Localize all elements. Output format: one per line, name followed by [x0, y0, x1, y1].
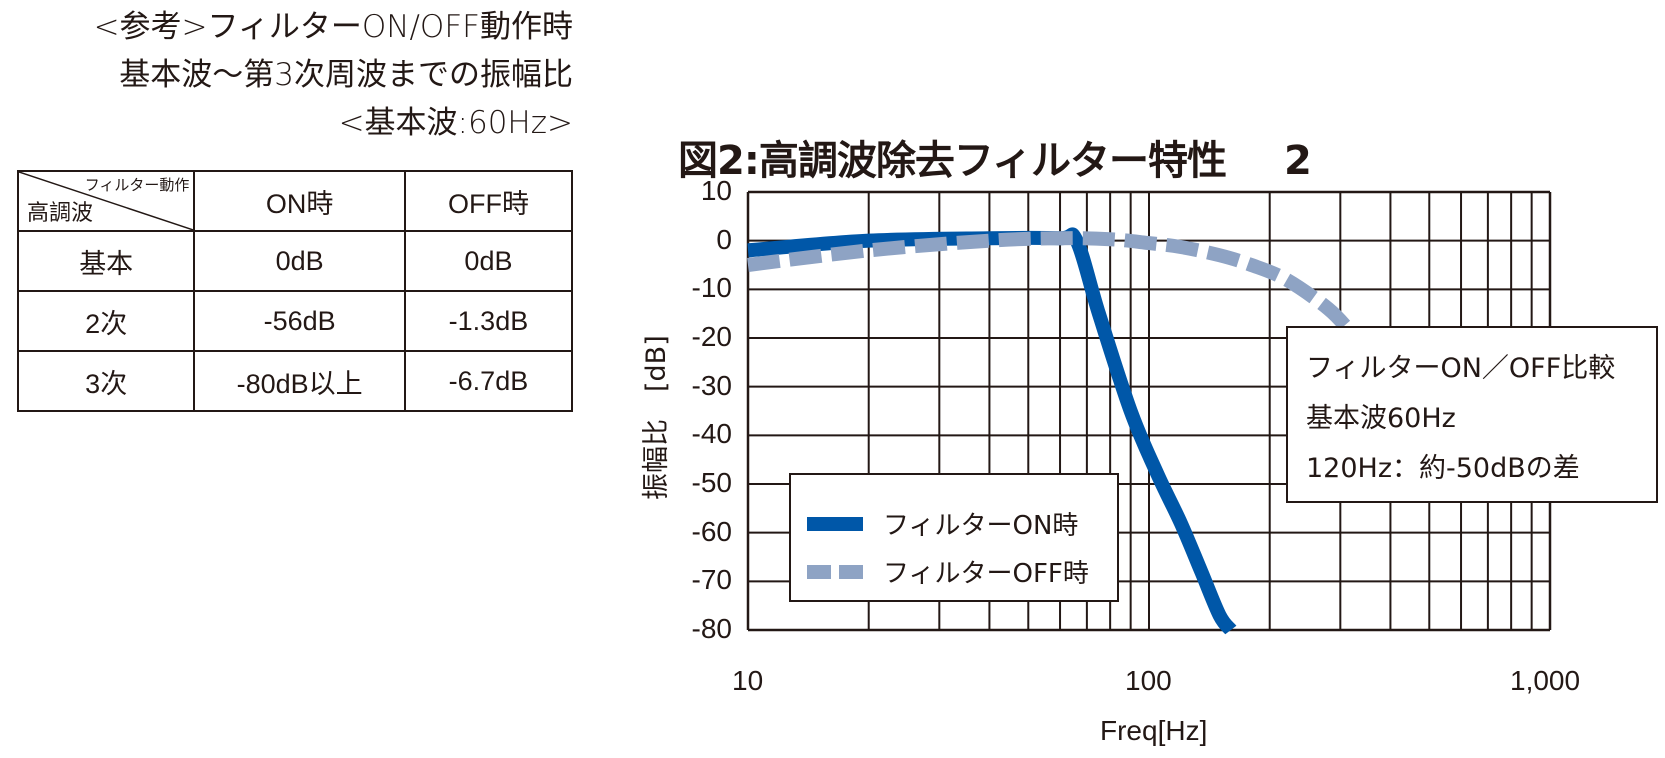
chart-curves — [747, 227, 1357, 635]
y-tick-label: -10 — [691, 272, 732, 304]
x-tick-label: 100 — [1125, 665, 1172, 696]
cell-off: 0dB — [403, 230, 574, 292]
table-row: 3次 -80dB以上 -6.7dB — [16, 350, 574, 412]
y-axis-label-text: 振幅比 [dB] — [641, 335, 672, 500]
comparison-note-box: フィルターON／OFF比較 基本波60Hz 120Hz：約-50dBの差 — [1286, 326, 1658, 503]
reference-title-line3: <基本波:60Hz> — [338, 105, 573, 141]
x-tick-label: 1,000 — [1510, 665, 1581, 696]
chart-title-number: 2 — [1284, 138, 1312, 184]
y-tick-label: -80 — [691, 613, 732, 644]
y-tick-label: -40 — [691, 418, 732, 450]
note-line-1: フィルターON／OFF比較 — [1306, 353, 1616, 384]
y-tick-label: -30 — [691, 369, 732, 401]
table-row: 2次 -56dB -1.3dB — [16, 290, 574, 352]
row-label: 2次 — [16, 290, 196, 352]
y-tick-label: -50 — [691, 467, 732, 498]
harmonic-amplitude-table: フィルター動作 高調波 ON時 OFF時 基本 0dB 0dB 2次 -56dB… — [16, 170, 574, 412]
table-corner-cell: フィルター動作 高調波 — [16, 170, 196, 232]
y-tick-label: 0 — [716, 223, 732, 255]
legend-item-off: フィルターOFF時 — [807, 553, 1089, 590]
series-line-filter-off — [747, 231, 1357, 338]
reference-title-line2: 基本波〜第3次周波までの振幅比 — [119, 57, 573, 93]
reference-title-line1: <参考>フィルターON/OFF動作時 — [93, 9, 573, 45]
cell-on: 0dB — [193, 230, 406, 292]
x-axis-label: Freq[Hz] — [1100, 715, 1208, 746]
corner-label-harmonic: 高調波 — [27, 200, 94, 225]
note-line-3: 120Hz：約-50dBの差 — [1306, 453, 1580, 484]
dashed-line-swatch-icon — [807, 564, 863, 579]
column-header-on: ON時 — [193, 170, 406, 232]
legend-label-off: フィルターOFF時 — [883, 559, 1089, 589]
legend-label-on: フィルターON時 — [883, 511, 1079, 541]
cell-on: -56dB — [193, 290, 406, 352]
table-row: 基本 0dB 0dB — [16, 230, 574, 292]
chart-title: 図2:高調波除去フィルター特性 2 — [678, 128, 1312, 186]
y-axis-label: 振幅比 [dB] — [628, 300, 672, 500]
solid-line-swatch-icon — [807, 516, 863, 531]
x-tick-label: 10 — [732, 665, 764, 696]
cell-on: -80dB以上 — [193, 350, 406, 412]
chart-title-text: 図2:高調波除去フィルター特性 — [678, 138, 1227, 184]
row-label: 3次 — [16, 350, 196, 412]
cell-off: -6.7dB — [403, 350, 574, 412]
y-tick-label: 10 — [700, 175, 732, 206]
table-header-row: フィルター動作 高調波 ON時 OFF時 — [16, 170, 574, 232]
corner-label-filter-action: フィルター動作 — [84, 177, 190, 194]
column-header-off: OFF時 — [403, 170, 574, 232]
row-label: 基本 — [16, 230, 196, 292]
chart-legend: フィルターON時 フィルターOFF時 — [789, 473, 1119, 602]
note-line-2: 基本波60Hz — [1306, 403, 1456, 434]
diagonal-divider — [19, 172, 193, 230]
y-tick-label: -60 — [691, 515, 732, 547]
legend-item-on: フィルターON時 — [807, 505, 1078, 542]
y-tick-label: -20 — [691, 321, 732, 352]
cell-off: -1.3dB — [403, 290, 574, 352]
y-tick-label: -70 — [691, 564, 732, 596]
